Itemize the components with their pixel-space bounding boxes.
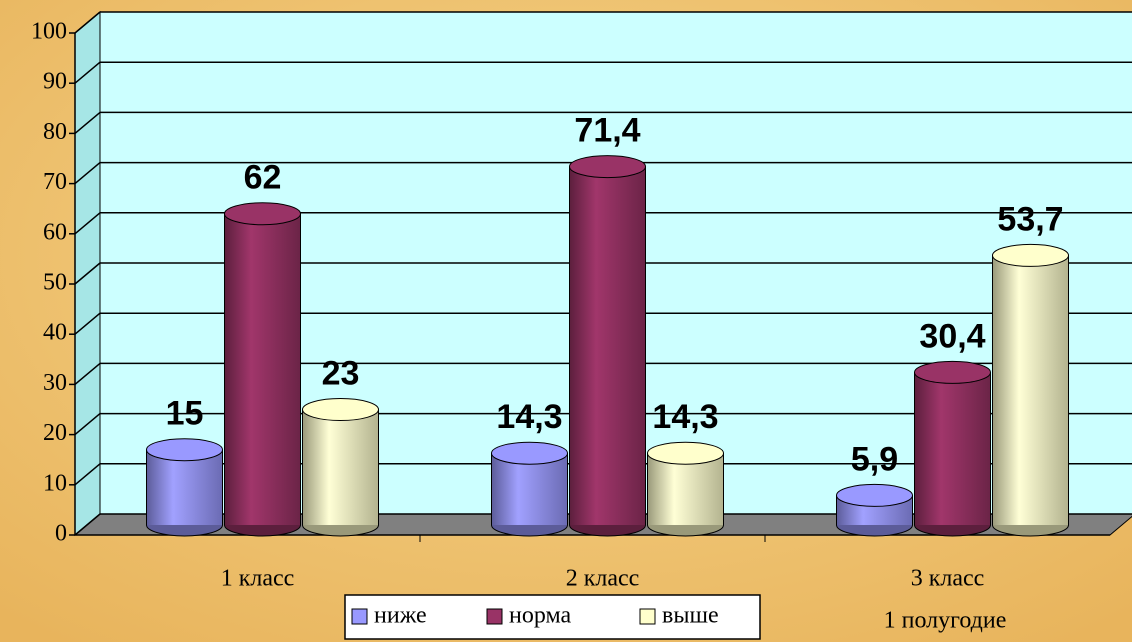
- grid-line-side: [74, 162, 101, 185]
- value-label: 14,3: [496, 398, 562, 436]
- y-tick-label: 40: [43, 320, 67, 346]
- legend-box: [344, 594, 761, 640]
- y-tick-label: 20: [43, 420, 67, 446]
- y-tick-label: 90: [43, 69, 67, 95]
- value-label: 30,4: [919, 317, 985, 355]
- bar: [647, 453, 724, 525]
- bar: [224, 213, 301, 525]
- legend-label: ниже: [374, 603, 427, 629]
- bar-top: [647, 441, 724, 465]
- bar-top: [146, 438, 223, 462]
- y-tick-label: 50: [43, 270, 67, 296]
- bar: [302, 409, 379, 525]
- value-label: 62: [244, 159, 282, 197]
- y-tick-label: 100: [31, 19, 67, 45]
- value-label: 71,4: [574, 112, 640, 150]
- grid-line-side: [74, 513, 101, 536]
- bar: [992, 255, 1069, 525]
- bar-top: [914, 360, 991, 384]
- value-label: 5,9: [851, 440, 898, 478]
- grid-line-side: [74, 111, 101, 134]
- grid-line-side: [74, 61, 101, 84]
- y-tick-label: 10: [43, 470, 67, 496]
- y-tick-label: 60: [43, 219, 67, 245]
- x-tick-label: 3 класс: [911, 566, 985, 592]
- bar-top: [224, 202, 301, 226]
- y-tick-label: 80: [43, 119, 67, 145]
- grid-line-side: [74, 262, 101, 285]
- annotation: 1 полугодие: [884, 608, 1007, 634]
- y-tick-label: 30: [43, 370, 67, 396]
- y-tick-label: 70: [43, 169, 67, 195]
- grid-line-side: [74, 312, 101, 335]
- value-label: 14,3: [652, 398, 718, 436]
- value-label: 23: [322, 355, 360, 393]
- y-tick-label: 0: [55, 521, 67, 547]
- bar-top: [569, 155, 646, 179]
- x-tick-label: 1 класс: [221, 566, 295, 592]
- legend-label: выше: [662, 603, 719, 629]
- value-label: 53,7: [997, 200, 1063, 238]
- legend-swatch: [351, 608, 368, 625]
- legend: ниже норма выше: [344, 594, 761, 640]
- legend-label: норма: [509, 603, 572, 629]
- x-tick-label: 2 класс: [566, 566, 640, 592]
- grid-line-side: [74, 11, 101, 34]
- grid-line-side: [74, 212, 101, 235]
- bar-top: [491, 441, 568, 465]
- grid-line-side: [74, 463, 101, 486]
- bar: [569, 166, 646, 525]
- bar: [146, 449, 223, 525]
- legend-swatch: [486, 608, 503, 625]
- bar-top: [836, 483, 913, 507]
- plot-area: 0 10 20 30 40 50 60 70 80 90 100 1 класс 15 62 23 2 кла…: [31, 10, 1132, 592]
- grid-line-side: [74, 413, 101, 436]
- value-label: 15: [166, 395, 204, 433]
- grid-line-side: [74, 362, 101, 385]
- bar: [491, 453, 568, 525]
- bar-top: [992, 243, 1069, 267]
- bar-top: [302, 398, 379, 422]
- bar: [914, 372, 991, 525]
- legend-swatch: [639, 608, 656, 625]
